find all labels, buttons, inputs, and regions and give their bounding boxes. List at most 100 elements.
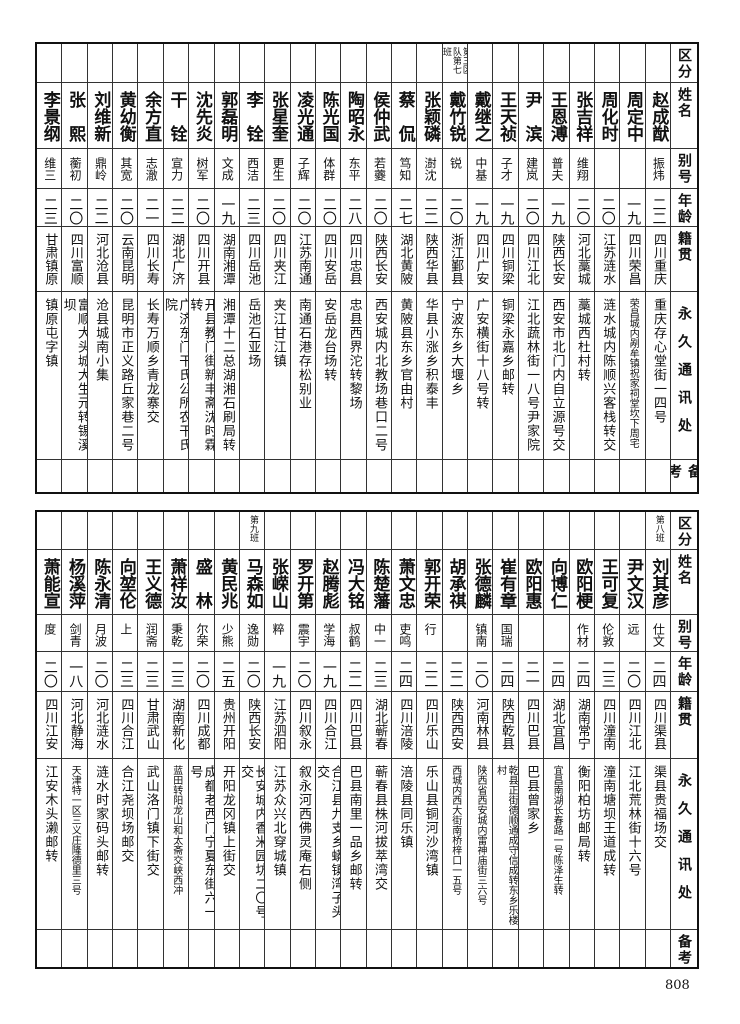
origin-text: 四川巴县 xyxy=(524,698,540,750)
address-text: 湘潭十二总湖湘石刷局转 xyxy=(219,298,235,452)
alias-text: 体群 xyxy=(321,157,336,181)
remarks-cell xyxy=(37,460,61,492)
header-cell-alias: 别号 xyxy=(671,149,697,189)
address-text: 成都老西门宁夏东街六一号 xyxy=(189,765,214,919)
name-cell: 蔡 侃 xyxy=(392,83,417,149)
alias-cell: 更生 xyxy=(265,149,290,189)
person-record: 陈楚藩 中一 二三 湖北蕲春 蕲春县株河拔萃湾交 xyxy=(366,512,393,967)
remarks-cell xyxy=(164,930,188,967)
address-text: 宁波东乡大堰乡 xyxy=(448,298,464,396)
age-text: 二二 xyxy=(447,660,464,688)
alias-cell: 月波 xyxy=(87,615,113,652)
origin-cell: 四川成都 xyxy=(189,692,214,759)
age-text: 一八 xyxy=(67,660,84,688)
age-text: 二三 xyxy=(371,660,388,688)
age-text: 一九 xyxy=(625,197,642,225)
header-label: 籍贯 xyxy=(676,231,692,263)
header-label: 永久通讯处 xyxy=(676,306,692,446)
alias-text: 澍沈 xyxy=(423,157,438,181)
age-cell: 一九 xyxy=(315,652,341,692)
group-cell xyxy=(544,44,569,83)
alias-cell: 少熊 xyxy=(214,615,239,652)
age-cell: 二〇 xyxy=(189,652,214,692)
person-record: 张吉祥 维翔 二〇 河北藁城 藁城西杜村转 xyxy=(569,44,595,492)
origin-text: 陕西长安 xyxy=(372,233,388,285)
age-cell: 二四 xyxy=(392,652,417,692)
group-text: 第八班 xyxy=(653,515,664,542)
alias-cell: 仕文 xyxy=(645,615,670,652)
alias-cell: 子才 xyxy=(493,149,518,189)
origin-text: 河北藁城 xyxy=(574,233,590,285)
header-label: 别号 xyxy=(676,153,692,185)
name-text: 王恩溥 xyxy=(546,91,567,142)
origin-text: 四川开县 xyxy=(194,233,210,285)
remarks-cell xyxy=(189,460,213,492)
name-text: 王可复 xyxy=(597,558,618,609)
name-cell: 戴竹锐 xyxy=(442,83,468,149)
age-text: 二一 xyxy=(523,660,540,688)
remarks-cell xyxy=(113,930,137,967)
name-text: 戴竹锐 xyxy=(445,91,466,142)
address-text: 潼南塘坝王道成转 xyxy=(600,765,616,877)
name-text: 王义德 xyxy=(141,558,162,609)
age-text: 一九 xyxy=(270,660,287,688)
age-text: 二〇 xyxy=(371,197,388,225)
address-text: 华县小涨乡积泰丰 xyxy=(422,298,438,410)
person-record: 周定中 一九 四川荣昌 荣昌城内剐牟镇祝家祠堂坎下周宅 xyxy=(620,44,646,492)
address-text: 巴县曾家乡 xyxy=(524,765,540,835)
alias-text: 锐 xyxy=(448,157,463,169)
alias-cell: 剑青 xyxy=(62,615,87,652)
remarks-cell xyxy=(113,460,137,492)
age-text: 一九 xyxy=(219,197,236,225)
alias-text: 月波 xyxy=(93,623,108,647)
person-record: 郭磊明 文成 一九 湖南湘潭 湘潭十二总湖湘石刷局转 xyxy=(214,44,240,492)
age-text: 二〇 xyxy=(574,197,591,225)
person-record: 蔡 侃笃知 二七 湖北黄陂 黄陂县东乡官由村 xyxy=(392,44,418,492)
header-cell-remarks: 备考 xyxy=(671,930,697,967)
address-cell: 潼南塘坝王道成转 xyxy=(594,759,620,930)
header-cell-remarks: 备考 xyxy=(671,460,697,492)
alias-text: 中基 xyxy=(473,157,488,181)
age-cell: 二一 xyxy=(518,652,544,692)
origin-text: 四川江北 xyxy=(625,698,641,750)
name-cell: 刘维新 xyxy=(87,83,113,149)
age-cell: 二〇 xyxy=(518,189,544,227)
name-cell: 向博仁 xyxy=(544,550,569,615)
group-cell xyxy=(62,44,87,83)
origin-cell: 陕西乾县 xyxy=(493,692,518,759)
age-cell: 二〇 xyxy=(87,652,113,692)
origin-cell: 甘肃镇原 xyxy=(37,227,62,292)
alias-text: 子才 xyxy=(499,157,514,181)
group-cell xyxy=(87,512,113,550)
name-cell: 王天祯 xyxy=(493,83,518,149)
remarks-cell xyxy=(468,460,492,492)
origin-cell: 江苏涟水 xyxy=(594,227,620,292)
origin-cell: 四川江北 xyxy=(518,227,544,292)
age-text: 二〇 xyxy=(295,197,312,225)
name-text: 盛 林 xyxy=(191,558,212,609)
origin-text: 四川叙永 xyxy=(295,698,311,750)
name-text: 赵腾彪 xyxy=(318,558,339,609)
age-text: 二八 xyxy=(346,197,363,225)
person-record: 张嵘山粹一九 江苏泗阳 江苏众兴北穿城镇 xyxy=(265,512,291,967)
person-record: 盛 林尔荣 二〇 四川成都 成都老西门宁夏东街六一号 xyxy=(189,512,215,967)
address-cell: 岳池石亚场 xyxy=(239,292,265,460)
origin-cell: 四川夹江 xyxy=(265,227,290,292)
address-cell: 江苏众兴北穿城镇 xyxy=(265,759,290,930)
name-text: 萧能宣 xyxy=(39,558,60,609)
name-text: 戴继之 xyxy=(470,91,491,142)
origin-text: 四川江安 xyxy=(42,698,58,750)
group-cell xyxy=(265,44,290,83)
address-text: 叙永河西佛灵庵右侧 xyxy=(295,765,311,891)
origin-text: 江苏南通 xyxy=(295,233,311,285)
name-cell: 干 铨 xyxy=(163,83,189,149)
address-text: 藁城西杜村转 xyxy=(574,298,590,382)
alias-text: 润斋 xyxy=(144,623,159,647)
alias-cell: 行 xyxy=(417,615,442,652)
origin-cell: 四川荣昌 xyxy=(620,227,645,292)
name-cell: 王恩溥 xyxy=(544,83,569,149)
name-text: 黄幼衡 xyxy=(115,91,136,142)
group-cell xyxy=(518,44,544,83)
name-text: 罗开第 xyxy=(293,558,314,609)
address-cell: 天津特一区三义庄隆德里三号 xyxy=(62,759,87,930)
